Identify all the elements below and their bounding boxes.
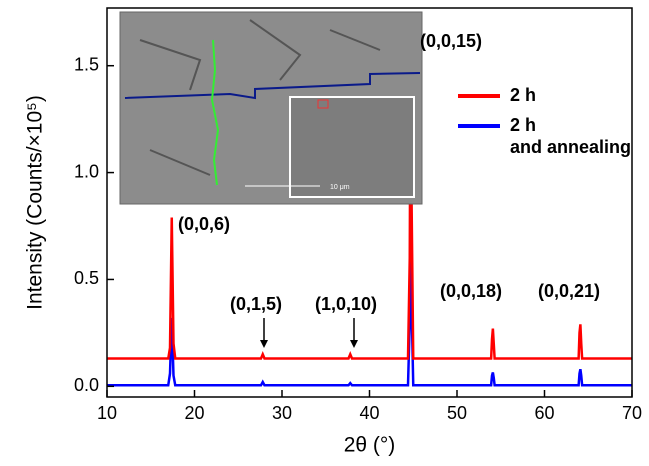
x-axis-label: 2θ (°)	[344, 434, 396, 457]
legend-label: 2 h and annealing	[510, 115, 631, 157]
x-tick-label: 10	[97, 403, 117, 423]
x-tick-label: 50	[447, 403, 467, 423]
x-tick-label: 60	[534, 403, 554, 423]
arrow-head	[350, 340, 358, 348]
inset-scale: 10 μm	[330, 184, 350, 191]
peak-label: (0,1,5)	[230, 294, 282, 314]
peak-label: (0,0,6)	[178, 214, 230, 234]
y-axis-label: Intensity (Counts/×10⁵)	[24, 95, 47, 310]
sem-inset: 10 μm	[119, 11, 423, 205]
peak-label: (0,0,15)	[420, 31, 482, 51]
y-tick-label: 1.0	[74, 161, 99, 181]
peak-label: (1,0,10)	[315, 294, 377, 314]
peak-label: (0,0,21)	[538, 281, 600, 301]
x-tick-label: 20	[184, 403, 204, 423]
x-tick-label: 70	[622, 403, 642, 423]
y-tick-label: 0.5	[74, 268, 99, 288]
x-tick-label: 40	[359, 403, 379, 423]
arrow-head	[260, 340, 268, 348]
y-tick-label: 0.0	[74, 375, 99, 395]
legend-label: 2 h	[510, 85, 536, 105]
peak-label: (0,0,18)	[440, 281, 502, 301]
x-tick-label: 30	[272, 403, 292, 423]
y-tick-label: 1.5	[74, 54, 99, 74]
